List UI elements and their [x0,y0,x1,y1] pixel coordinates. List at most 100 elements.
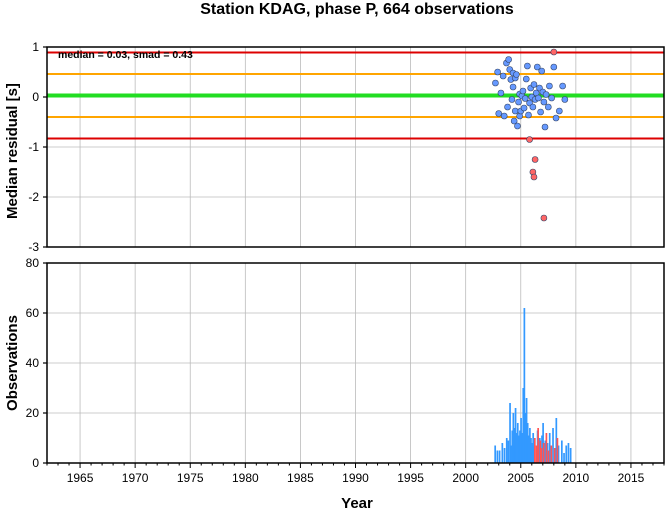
observations-y-tick-label: 60 [26,306,40,320]
residual-point [550,63,558,71]
residual-point [492,79,499,87]
observation-bar [569,448,572,463]
outlier-point [530,173,538,181]
outlier-observation-bar [556,438,559,463]
observation-bar [546,443,549,463]
residual-point [556,107,563,115]
year-tick-label: 1995 [397,471,424,485]
observation-bar [503,448,506,463]
outlier-observation-bar [542,443,545,463]
observation-bar [531,443,533,463]
residual-point [533,63,541,71]
observation-bar [514,408,517,463]
observation-bar [522,388,525,463]
residual-point [509,83,517,91]
observations-y-tick-label: 80 [26,256,40,270]
residual-point [505,56,512,63]
residual-point [497,89,505,97]
observations-y-tick-label: 40 [26,356,40,370]
residual-point [535,94,542,102]
residual-point [511,107,519,115]
observation-bar [530,438,532,463]
residual-point [537,108,544,116]
year-tick-label: 1965 [67,471,94,485]
year-tick-label: 1975 [177,471,204,485]
observation-bar [525,398,528,463]
observation-bar [563,453,565,463]
residual-panel: 1 0 -1 -2 -3 median = 0.03, smad = 0.43 Medi… [4,40,665,254]
residual-y-tick-label: 1 [32,40,39,54]
residual-point [552,114,560,122]
residual-y-tick-label: 0 [32,90,39,104]
residual-point [545,103,552,111]
observations-y-tick-label: 0 [32,456,39,470]
year-tick-label: 1970 [122,471,149,485]
residual-point [530,81,538,88]
residual-point [513,71,520,78]
observation-bar [516,423,519,463]
observations-y-axis-label: Observations [4,315,21,411]
residual-point [548,94,555,102]
observation-bar [521,433,524,463]
observation-bar [555,418,558,463]
residual-point [494,68,501,76]
observation-bar [513,428,516,463]
observation-bar [496,450,499,463]
residual-point [538,67,546,75]
residual-point [529,103,537,111]
year-tick-label: 2000 [452,471,479,485]
stats-annotation: median = 0.03, smad = 0.43 [58,49,193,61]
residual-point [495,110,503,117]
outlier-point [550,48,558,56]
observation-bar [507,440,510,463]
residual-point [500,112,508,120]
observation-bar [515,433,518,463]
observations-y-tick-label: 20 [26,406,40,420]
residual-points [492,48,569,222]
x-axis-label: Year [341,495,373,511]
observations-y-ticks: 0 20 40 60 80 [26,256,47,470]
residual-y-tick-label: -3 [28,240,39,254]
outlier-point [526,136,533,143]
residual-point [519,87,527,95]
observation-bar [510,445,513,463]
residual-point [524,62,531,70]
residual-point [542,91,550,98]
observation-bar [509,403,511,463]
chart-title: Station KDAG, phase P, 664 observations [200,1,514,18]
residual-point [546,82,553,90]
outlier-observation-bar [550,445,553,463]
year-tick-label: 2005 [507,471,534,485]
observation-bar [518,435,520,463]
observation-bar [565,445,568,463]
year-x-ticks: 1965 1970 1975 1980 1985 1990 1995 2000 2005 2010… [46,463,665,485]
outlier-point [540,214,548,222]
residual-point [508,96,516,103]
residual-point [510,117,518,125]
observation-bar [567,443,570,463]
observation-bar [552,428,554,463]
observation-bar [511,430,514,463]
observation-bar [527,435,530,463]
year-tick-label: 1985 [287,471,314,485]
observation-bar [494,445,497,463]
observation-bar [557,445,560,463]
year-tick-label: 1980 [232,471,259,485]
observation-bar [544,440,547,463]
residual-point [559,82,566,90]
outlier-observation-bar [540,448,543,463]
outlier-observation-bar [545,433,548,463]
observation-bar [523,308,526,463]
observation-bar [532,433,535,463]
residual-point [514,122,521,130]
observation-bar [548,433,551,463]
year-tick-label: 2015 [618,471,645,485]
outlier-observation-bar [533,438,536,463]
observations-panel: 0 20 40 60 80 1965 1970 1975 1980 1985 1990 1995 20… [4,256,665,511]
year-tick-label: 1990 [342,471,369,485]
residual-y-axis-label: Median residual [s] [4,83,21,219]
observations-bars [494,308,572,463]
outlier-point [531,156,539,163]
residual-y-ticks: 1 0 -1 -2 -3 [28,40,47,254]
observation-bar [501,443,504,463]
